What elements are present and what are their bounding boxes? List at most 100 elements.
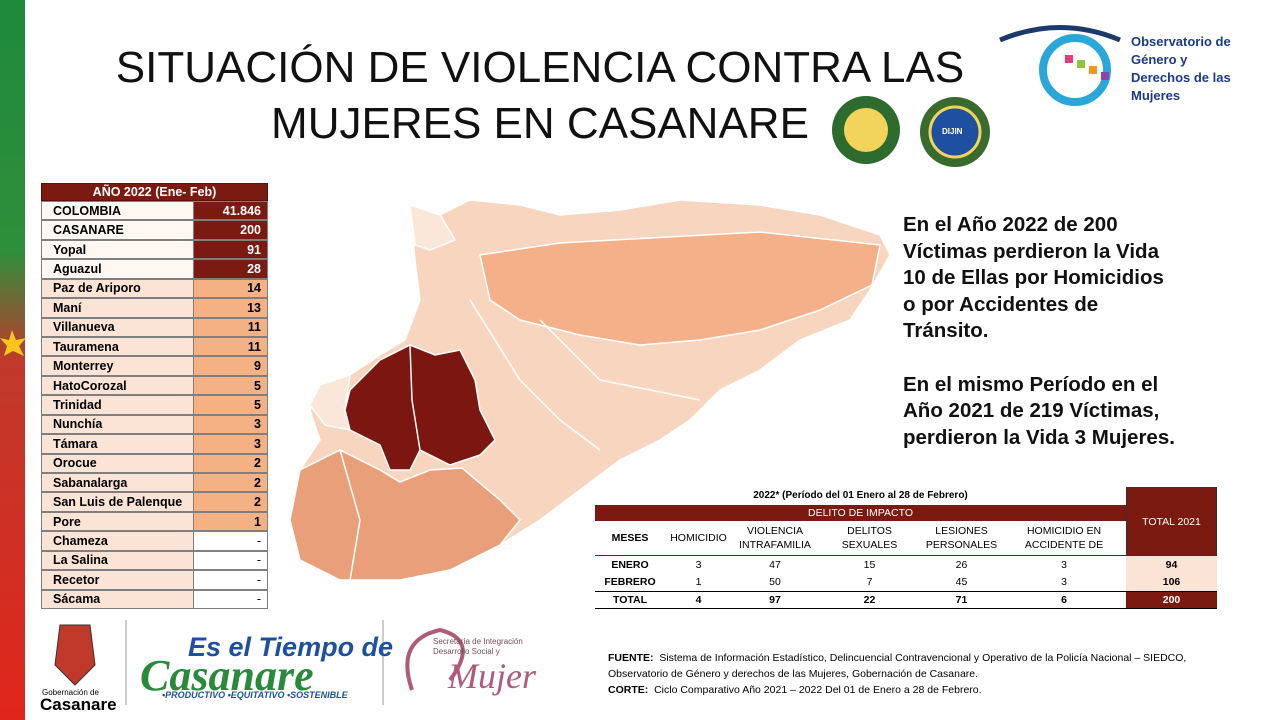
month: TOTAL: [595, 591, 665, 609]
dijin-badge-inner: [928, 105, 982, 159]
count: 71: [921, 591, 1002, 609]
logo-text: Mujer: [448, 656, 536, 696]
municipality: Recetor: [41, 570, 194, 590]
municipal-table: AÑO 2022 (Ene- Feb) COLOMBIA 41.846 CASANAR…: [41, 183, 268, 609]
victims: -: [193, 550, 268, 571]
municipality: CASANARE: [41, 220, 194, 240]
logo-swoosh: [999, 25, 1121, 43]
column-header: MESES: [595, 521, 665, 556]
count: 3: [1002, 573, 1126, 591]
badge-text: DIJIN: [942, 127, 963, 136]
count: 22: [818, 591, 921, 609]
total-2021: 94: [1126, 556, 1217, 573]
victims: 13: [193, 298, 268, 318]
count: 3: [1002, 556, 1126, 573]
map-region: [344, 344, 496, 471]
victims: 5: [193, 375, 268, 396]
count: 1: [665, 573, 732, 591]
count: 50: [732, 573, 818, 591]
map-border: [539, 319, 701, 401]
victims: 1: [193, 511, 268, 532]
municipality: Pore: [41, 511, 194, 532]
victims: 3: [193, 434, 268, 454]
victims: 9: [193, 356, 268, 376]
month: ENERO: [595, 556, 665, 573]
logo-text: Es el Tiempo de: [188, 632, 394, 662]
victims: -: [193, 570, 268, 590]
victims: 41.846: [193, 201, 268, 221]
municipality: San Luis de Palenque: [41, 492, 194, 512]
victims: 2: [193, 453, 268, 473]
victims: 2: [193, 492, 268, 512]
victims: 5: [193, 395, 268, 415]
victims: -: [193, 531, 268, 551]
victims: 11: [193, 337, 268, 357]
count: 3: [665, 556, 732, 573]
municipality: Tauramena: [41, 337, 194, 357]
total-2021: 106: [1126, 573, 1217, 591]
count: 26: [921, 556, 1002, 573]
logo-text: Casanare: [140, 651, 314, 700]
cut-text: Ciclo Comparativo Año 2021 – 2022 Del 01…: [654, 684, 982, 696]
victims: 3: [193, 414, 268, 435]
source-note: FUENTE: Sistema de Información Estadísti…: [608, 650, 1208, 698]
logo-pixel: [1089, 66, 1097, 74]
map-region: [479, 231, 881, 346]
map-region: [409, 203, 457, 251]
count: 45: [921, 573, 1002, 591]
column-header: LESIONES PERSONALES: [921, 521, 1002, 556]
table-caption: 2022* (Período del 01 Enero al 28 de Feb…: [753, 489, 968, 501]
secretaria-ribbon: [405, 627, 465, 691]
title: MUJERES EN CASANARE: [271, 99, 809, 148]
victims: 200: [193, 220, 268, 240]
victims: 91: [193, 239, 268, 260]
cut-label: CORTE:: [608, 684, 649, 696]
summary-line: Año 2021 de 219 Víctimas,: [903, 399, 1160, 422]
logo-text: Observatorio de: [1131, 34, 1231, 49]
logo-text: Casanare: [40, 695, 117, 714]
count: 15: [818, 556, 921, 573]
count: 7: [818, 573, 921, 591]
logo-text: Gobernación de: [42, 688, 99, 697]
police-badge-inner: [844, 108, 888, 152]
municipality: Támara: [41, 434, 194, 454]
municipality: COLOMBIA: [41, 201, 194, 221]
group-header: DELITO DE IMPACTO: [595, 505, 1126, 521]
source-label: FUENTE:: [608, 652, 654, 664]
sun: [0, 330, 26, 356]
municipality: Maní: [41, 298, 194, 318]
summary-line: Tránsito.: [903, 319, 989, 342]
municipality: Orocue: [41, 453, 194, 473]
count: 97: [732, 591, 818, 609]
logo-text: •PRODUCTIVO •EQUITATIVO •SOSTENIBLE: [162, 690, 348, 700]
municipality: La Salina: [41, 550, 194, 571]
summary-line: o por Accidentes de: [903, 292, 1099, 316]
summary-line: En el mismo Período en el: [903, 372, 1159, 396]
summary-line: 10 de Ellas por Homicidios: [903, 266, 1164, 289]
impact-table: 2022* (Período del 01 Enero al 28 de Feb…: [595, 487, 1217, 609]
municipality: Sácama: [41, 589, 194, 609]
municipality: Sabanalarga: [41, 473, 194, 493]
municipality: Trinidad: [41, 395, 194, 415]
logo-pixel: [1077, 60, 1085, 68]
paragraph: En el Año 2022 de 200 Víctimas perdieron …: [903, 212, 1175, 345]
logo-text: Derechos de las: [1131, 70, 1231, 85]
victims: -: [193, 589, 268, 609]
count: 47: [732, 556, 818, 573]
month: FEBRERO: [595, 573, 665, 591]
column-header: HOMICIDIO: [665, 521, 732, 556]
municipality: Nunchía: [41, 414, 194, 435]
logo-pixel: [1101, 72, 1109, 80]
logo-pixel: [1065, 55, 1073, 63]
logo-text: Género y: [1131, 52, 1188, 67]
observatory-logo: Observatorio de Género y Derechos de las…: [1131, 33, 1231, 105]
summary-line: Víctimas perdieron la Vida: [903, 239, 1159, 263]
victims: 2: [193, 473, 268, 493]
count: 4: [665, 591, 732, 609]
total-header: TOTAL 2021: [1126, 487, 1217, 556]
map: [289, 199, 891, 581]
column-header: HOMICIDIO EN ACCIDENTE DE: [1002, 521, 1126, 556]
paragraph: En el mismo Período en el Año 2021 de 219…: [903, 372, 1175, 452]
